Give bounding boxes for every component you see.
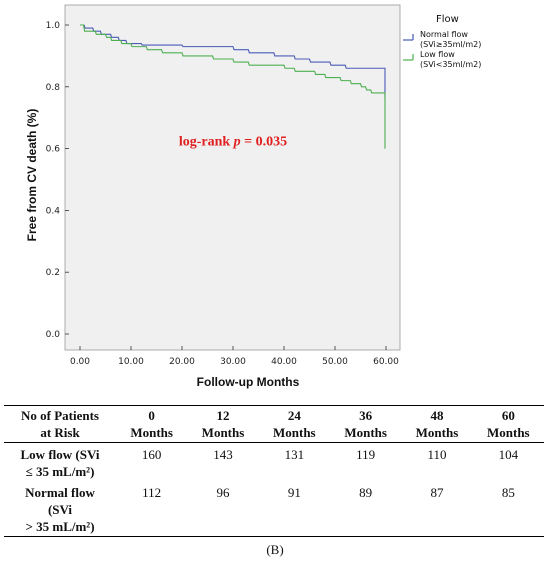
header-cell: 60 Months <box>487 408 530 440</box>
y-tick-label: 0.2 <box>46 268 60 278</box>
y-tick-label: 0.8 <box>46 83 61 93</box>
risk-cell: 131 <box>284 447 305 462</box>
header-cell: 48 Months <box>415 408 459 440</box>
risk-cell: 91 <box>287 485 301 500</box>
risk-cell: 119 <box>356 447 376 462</box>
x-axis-title: Follow-up Months <box>197 375 300 389</box>
y-axis: 0.0 0.2 0.4 0.6 0.8 1.0 <box>46 21 69 340</box>
risk-cell: 96 <box>216 485 230 500</box>
risk-cell: 87 <box>430 485 444 500</box>
header-cell: 0 Months <box>130 408 173 440</box>
y-tick-label: 1.0 <box>46 21 61 31</box>
annotation-suffix: = 0.035 <box>241 135 287 150</box>
risk-cell: 89 <box>359 485 373 500</box>
legend-normal-line1: Normal flow <box>420 30 468 39</box>
table-row: Low flow (SVi ≤ 35 mL/m²) 160 143 131 119… <box>4 443 544 482</box>
y-tick-label: 0.6 <box>46 145 61 155</box>
plot-area <box>64 4 401 351</box>
y-axis-title: Free from CV death (%) <box>25 109 39 242</box>
row-label-normal-flow: Normal flow (SVi > 35 mL/m²) <box>25 485 95 534</box>
legend-low-line2: (SVi<35ml/m2) <box>420 60 481 69</box>
x-axis: 0.00 10.00 20.00 30.00 40.00 50.00 60.00 <box>70 346 399 367</box>
y-tick-label: 0.0 <box>46 330 61 340</box>
x-tick-label: 0.00 <box>70 357 90 367</box>
legend-normal-line2: (SVi≥35ml/m2) <box>420 40 481 49</box>
x-tick-label: 30.00 <box>220 357 246 367</box>
x-tick-label: 60.00 <box>373 357 399 367</box>
x-tick-label: 20.00 <box>169 357 195 367</box>
series-layer <box>80 24 386 149</box>
risk-table-header: No of Patients at Risk 0 Months 12 Months 2… <box>4 406 544 443</box>
figure-caption: (B) <box>266 542 284 557</box>
legend-low-line1: Low flow <box>420 50 455 59</box>
header-cell: 12 Months <box>201 408 245 440</box>
header-cell: No of Patients at Risk <box>21 408 99 440</box>
x-tick-label: 40.00 <box>271 357 297 367</box>
risk-table: No of Patients at Risk 0 Months 12 Months 2… <box>4 405 544 537</box>
risk-cell: 104 <box>498 447 519 462</box>
table-row: Normal flow (SVi > 35 mL/m²) 112 96 91 89 … <box>4 481 544 537</box>
survival-chart: 0.0 0.2 0.4 0.6 0.8 1.0 0.00 10.00 20.00 30.00 40… <box>25 4 481 389</box>
series-line-normal-flow <box>80 24 386 100</box>
annotation-p: p <box>233 135 241 150</box>
risk-cell: 110 <box>427 447 447 462</box>
header-cell: 24 Months <box>273 408 316 440</box>
y-tick-label: 0.4 <box>46 206 61 216</box>
series-line-low-flow <box>80 24 386 149</box>
legend-title: Flow <box>436 14 459 25</box>
x-tick-label: 50.00 <box>322 357 348 367</box>
risk-cell: 143 <box>213 447 233 462</box>
risk-cell: 160 <box>141 447 162 462</box>
row-label-low-flow: Low flow (SVi ≤ 35 mL/m²) <box>20 447 100 479</box>
annotation-prefix: log-rank <box>179 135 234 150</box>
risk-cell: 112 <box>142 485 162 500</box>
risk-cell: 85 <box>501 485 515 500</box>
legend: Flow Normal flow (SVi≥35ml/m2) Low flow … <box>403 14 481 69</box>
log-rank-annotation: log-rank p = 0.035 <box>179 135 287 150</box>
header-cell: 36 Months <box>344 408 387 440</box>
x-tick-label: 10.00 <box>118 357 144 367</box>
